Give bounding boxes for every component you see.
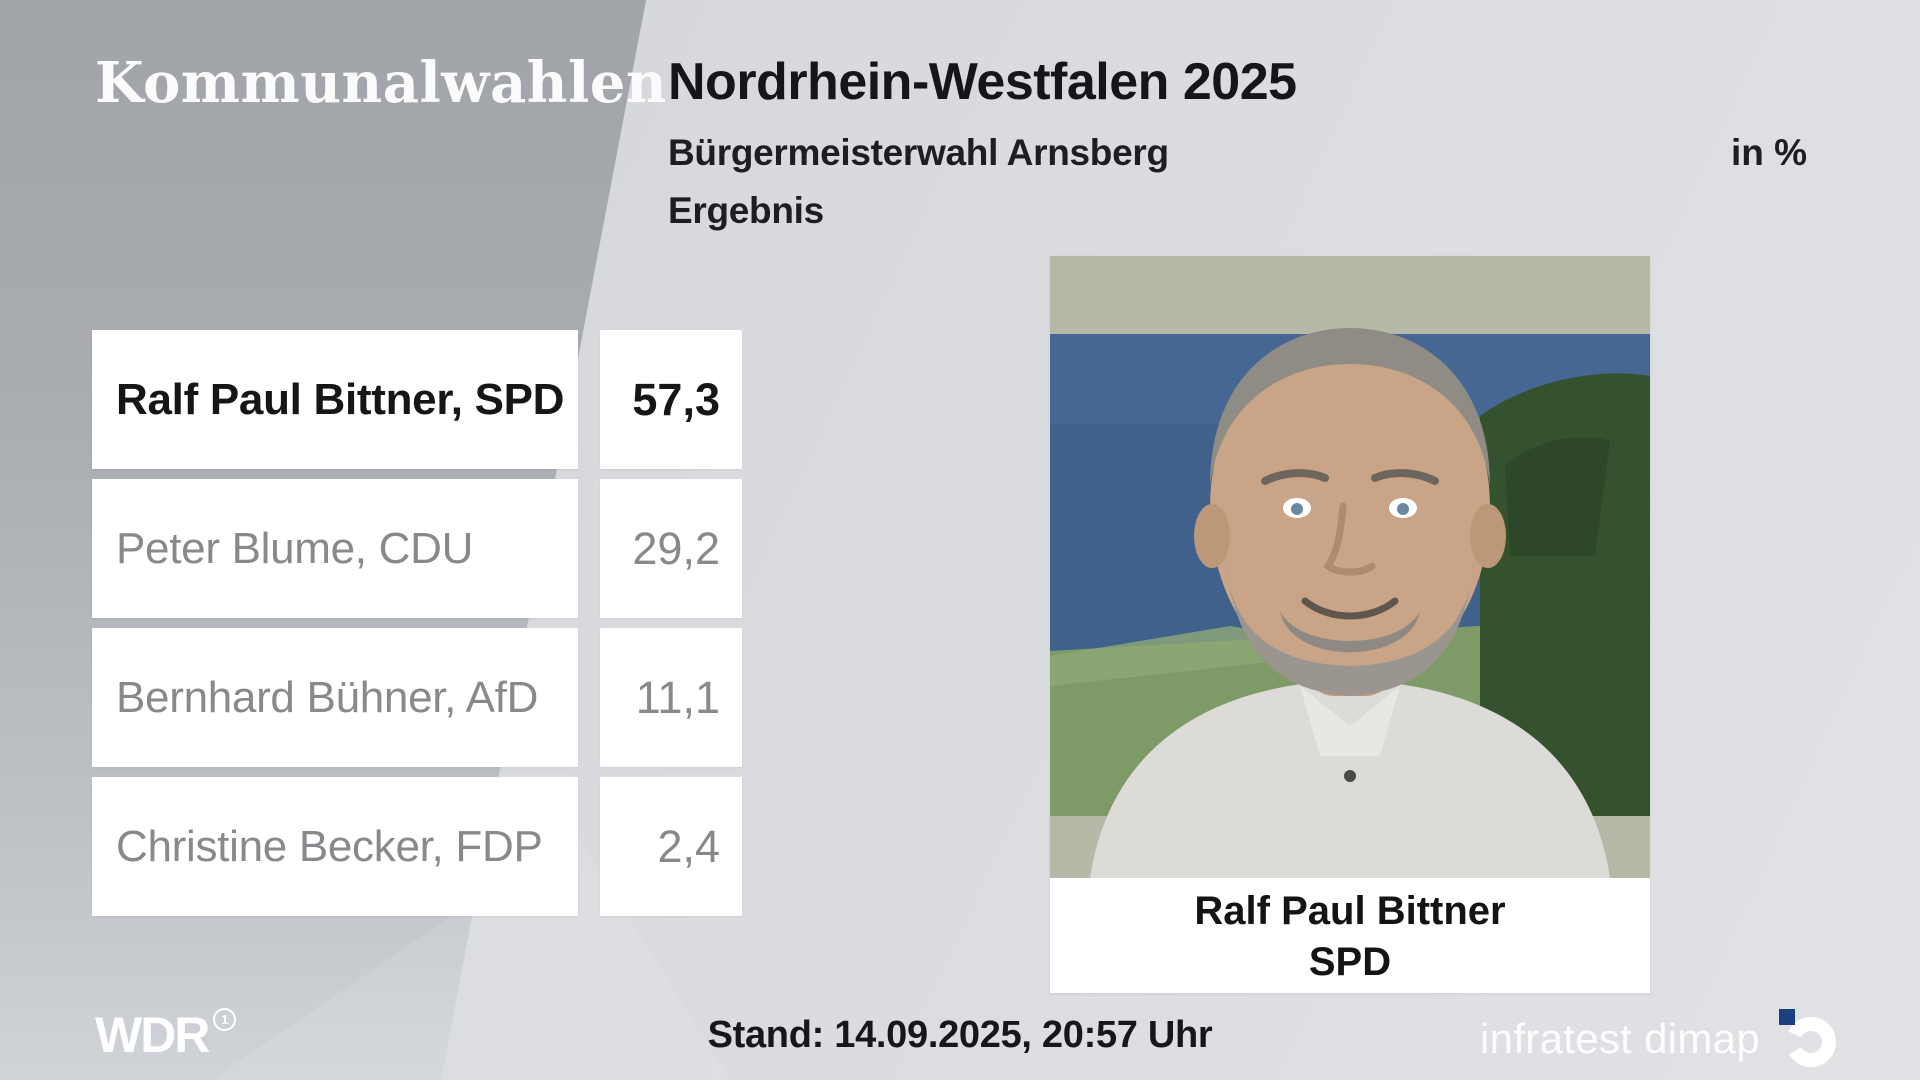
election-subtitle: Bürgermeisterwahl Arnsberg: [668, 132, 1169, 173]
table-row: Bernhard Bühner, AfD 11,1: [92, 628, 742, 767]
candidate-name: Peter Blume, CDU: [92, 479, 578, 618]
wdr-logo-text: WDR: [95, 1007, 210, 1063]
portrait-photo: [1050, 256, 1650, 878]
winner-photo-card: Ralf Paul Bittner SPD: [1050, 256, 1650, 993]
candidate-name: Bernhard Bühner, AfD: [92, 628, 578, 767]
result-label: Ergebnis: [668, 190, 824, 231]
table-row: Ralf Paul Bittner, SPD 57,3: [92, 330, 742, 469]
candidate-value: 57,3: [600, 330, 742, 469]
ard-circle-icon: 1: [213, 1008, 237, 1031]
photo-caption-party: SPD: [1308, 940, 1392, 984]
candidate-value: 11,1: [600, 628, 742, 767]
photo-caption-name: Ralf Paul Bittner: [1194, 889, 1506, 933]
table-row: Christine Becker, FDP 2,4: [92, 777, 742, 916]
infratest-dimap-logo-icon: [1779, 1009, 1836, 1067]
results-table: Ralf Paul Bittner, SPD 57,3 Peter Blume,…: [92, 330, 742, 926]
photo-caption: Ralf Paul Bittner SPD: [1050, 878, 1650, 993]
candidate-name: Christine Becker, FDP: [92, 777, 578, 916]
page-title: Nordrhein-Westfalen 2025: [668, 53, 1297, 111]
candidate-name: Ralf Paul Bittner, SPD: [92, 330, 578, 469]
status-timestamp: Stand: 14.09.2025, 20:57 Uhr: [707, 1014, 1213, 1056]
source-credit: infratest dimap: [1480, 1008, 1838, 1070]
source-credit-text: infratest dimap: [1480, 1015, 1760, 1062]
wdr-logo: WDR 1: [95, 1006, 237, 1064]
candidate-value: 2,4: [600, 777, 742, 916]
table-row: Peter Blume, CDU 29,2: [92, 479, 742, 618]
unit-label: in %: [1730, 132, 1807, 173]
program-title: Kommunalwahlen: [95, 50, 668, 116]
candidate-value: 29,2: [600, 479, 742, 618]
